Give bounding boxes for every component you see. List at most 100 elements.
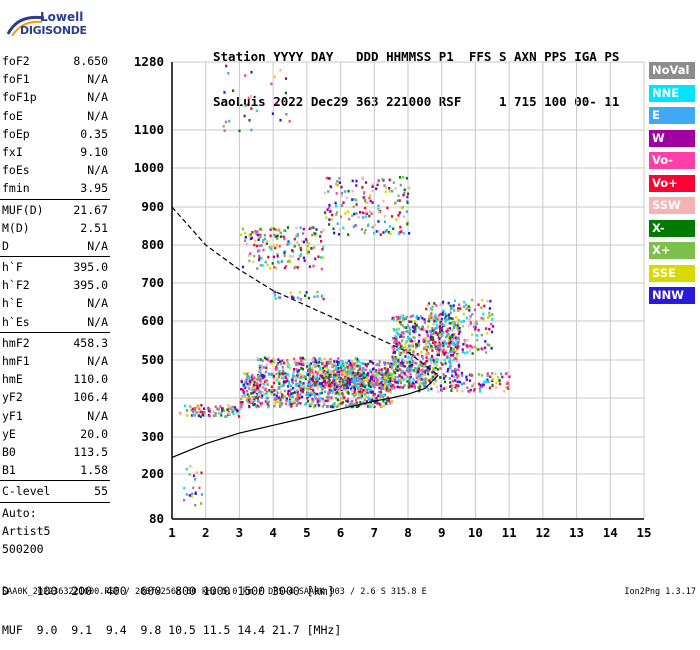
- echo-point: [427, 302, 431, 305]
- echo-point: [461, 374, 464, 377]
- echo-point: [395, 336, 398, 339]
- param-label: h`F2: [2, 278, 30, 293]
- echo-point: [393, 360, 396, 364]
- echo-point: [264, 379, 267, 382]
- y-tick-label: 700: [141, 275, 164, 290]
- echo-point: [361, 369, 364, 373]
- echo-point: [404, 348, 407, 352]
- echo-point: [268, 389, 271, 392]
- echo-point: [375, 396, 378, 400]
- echo-point: [404, 341, 407, 345]
- echo-point: [270, 359, 273, 363]
- echo-point: [455, 316, 458, 319]
- echo-point: [468, 309, 471, 312]
- echo-point: [339, 370, 343, 373]
- echo-point: [279, 398, 282, 401]
- echo-point: [423, 373, 426, 376]
- echo-point: [307, 369, 310, 372]
- echo-point: [257, 238, 260, 242]
- echo-point: [422, 384, 426, 388]
- echo-point: [429, 335, 433, 339]
- echo-point: [265, 240, 268, 243]
- echo-point: [227, 72, 230, 75]
- echo-point: [358, 368, 361, 371]
- echo-point: [333, 401, 336, 405]
- echo-point: [278, 228, 281, 231]
- echo-point: [339, 366, 342, 370]
- echo-point: [391, 378, 394, 381]
- echo-point: [192, 474, 196, 478]
- echo-point: [351, 379, 354, 383]
- echo-point: [219, 405, 222, 408]
- echo-point: [308, 380, 311, 384]
- param-value: 395.0: [73, 278, 108, 293]
- echo-point: [311, 402, 314, 406]
- echo-point: [355, 405, 358, 408]
- echo-point: [492, 325, 495, 328]
- echo-point: [434, 379, 437, 382]
- echo-point: [383, 361, 386, 364]
- echo-point: [454, 356, 457, 360]
- y-tick-label: 1100: [134, 122, 164, 137]
- param-label: foE: [2, 108, 23, 123]
- echo-point: [379, 233, 382, 236]
- echo-point: [476, 338, 479, 342]
- echo-point: [406, 201, 409, 204]
- echo-point: [313, 381, 316, 384]
- echo-point: [370, 372, 374, 375]
- echo-point: [338, 388, 341, 391]
- echo-point: [251, 374, 254, 377]
- echo-point: [399, 373, 402, 376]
- echo-point: [276, 391, 279, 394]
- echo-point: [441, 352, 445, 356]
- echo-point: [292, 375, 295, 378]
- echo-point: [383, 376, 387, 379]
- echo-point: [302, 375, 305, 378]
- echo-point: [449, 342, 452, 346]
- echo-point: [296, 396, 299, 399]
- echo-point: [276, 237, 279, 240]
- echo-point: [246, 393, 249, 396]
- echo-point: [365, 210, 368, 214]
- echo-point: [456, 389, 459, 393]
- echo-point: [411, 344, 414, 347]
- echo-point: [458, 303, 461, 306]
- echo-point: [300, 373, 303, 376]
- echo-point: [327, 206, 331, 209]
- echo-point: [378, 372, 381, 376]
- echo-point: [400, 230, 403, 233]
- echo-point: [435, 373, 439, 376]
- echo-point: [400, 364, 403, 368]
- echo-point: [380, 373, 383, 376]
- echo-point: [354, 398, 358, 402]
- echo-point: [275, 394, 278, 398]
- echo-point: [507, 385, 510, 389]
- echo-point: [279, 69, 282, 72]
- echo-point: [248, 383, 251, 387]
- echo-point: [278, 245, 281, 248]
- echo-point: [445, 330, 448, 333]
- echo-point: [383, 393, 386, 397]
- echo-point: [195, 411, 198, 414]
- echo-point: [261, 386, 264, 389]
- echo-point: [291, 249, 294, 252]
- echo-point: [412, 352, 416, 355]
- echo-point: [260, 382, 263, 386]
- echo-point: [425, 348, 428, 352]
- echo-point: [370, 404, 373, 408]
- echo-point: [224, 415, 227, 418]
- echo-point: [430, 355, 434, 358]
- echo-point: [312, 360, 315, 364]
- echo-point: [413, 355, 416, 358]
- echo-point: [384, 373, 388, 377]
- echo-point: [340, 377, 343, 380]
- echo-point: [273, 389, 276, 392]
- echo-point: [392, 351, 395, 355]
- logo-swoosh-icon: [6, 15, 45, 37]
- echo-point: [383, 220, 387, 224]
- echo-point: [432, 358, 435, 362]
- echo-point: [257, 387, 260, 391]
- param-label: fxI: [2, 144, 23, 159]
- echo-point: [277, 296, 280, 299]
- echo-point: [258, 236, 261, 240]
